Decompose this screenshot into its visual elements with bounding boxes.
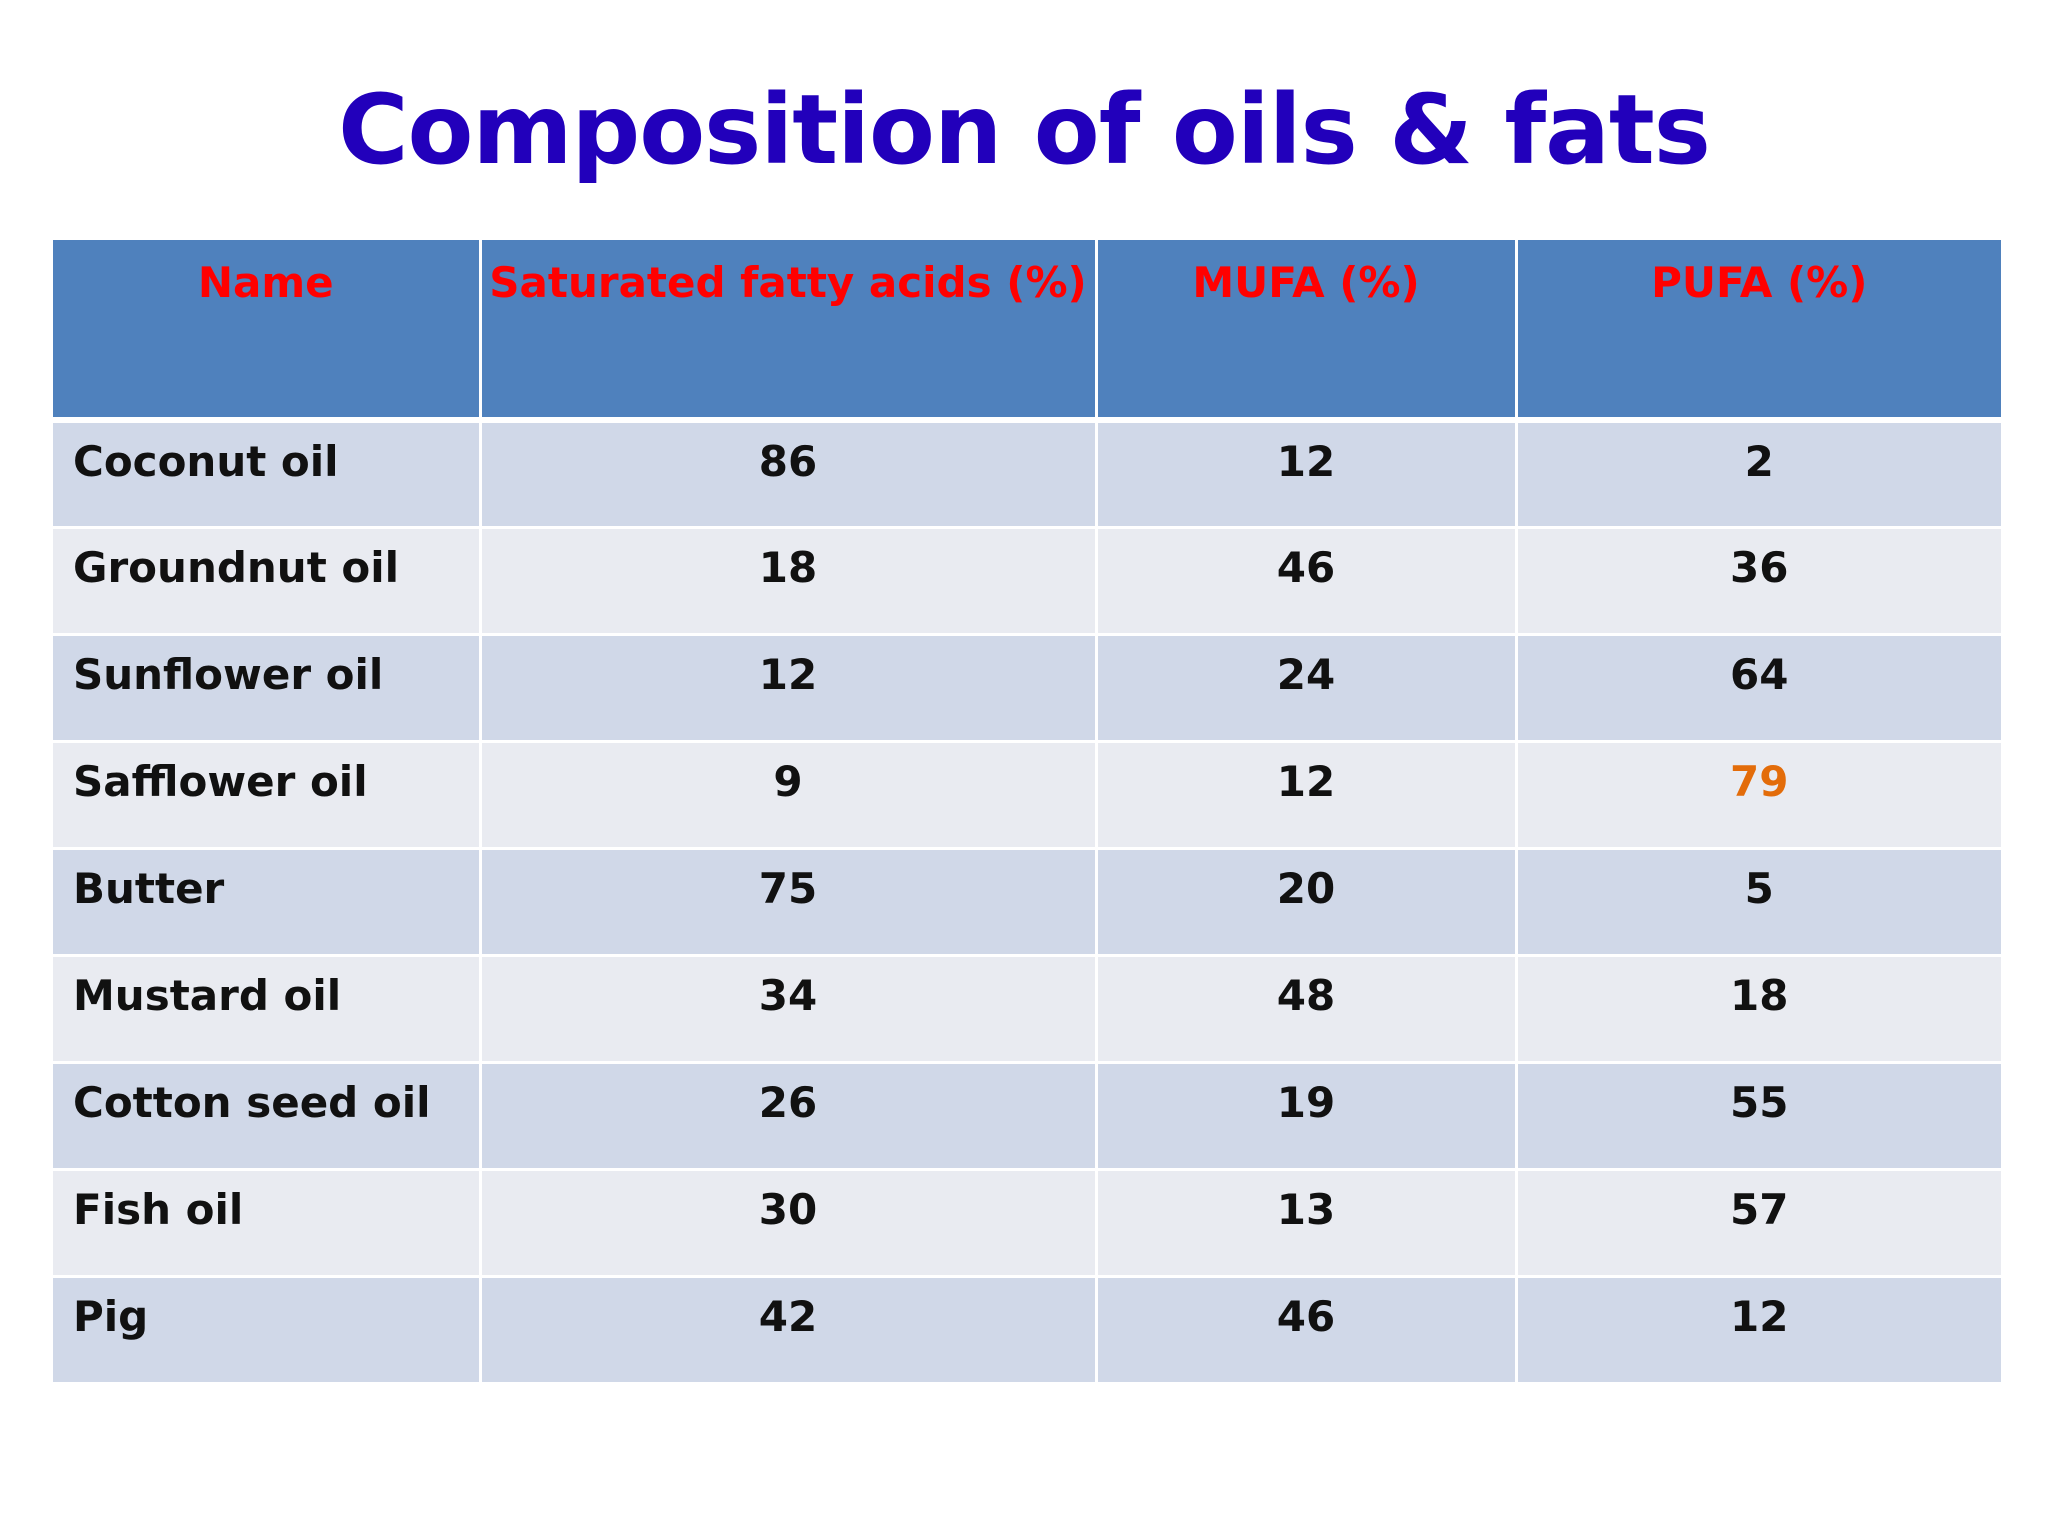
cell-name: Coconut oil (53, 420, 482, 529)
table-row: Mustard oil 34 48 18 (53, 955, 2001, 1064)
table-row: Sunflower oil 12 24 64 (53, 634, 2001, 743)
cell-name: Safflower oil (53, 741, 482, 850)
cell-name: Groundnut oil (53, 527, 482, 636)
cell-mufa: 12 (1096, 420, 1518, 529)
table-row: Groundnut oil 18 46 36 (53, 527, 2001, 636)
cell-name: Fish oil (53, 1169, 482, 1278)
cell-pufa: 2 (1516, 420, 2001, 529)
header-pufa: PUFA (%) (1516, 240, 2001, 423)
cell-pufa-highlighted: 79 (1516, 741, 2001, 850)
cell-mufa: 19 (1096, 1062, 1518, 1171)
cell-mufa: 48 (1096, 955, 1518, 1064)
cell-pufa: 5 (1516, 848, 2001, 957)
cell-name: Sunflower oil (53, 634, 482, 743)
cell-pufa: 64 (1516, 634, 2001, 743)
cell-pufa: 57 (1516, 1169, 2001, 1278)
cell-sfa: 12 (480, 634, 1098, 743)
page-title: Composition of oils & fats (338, 74, 1711, 186)
cell-sfa: 26 (480, 1062, 1098, 1171)
cell-pufa: 55 (1516, 1062, 2001, 1171)
cell-sfa: 75 (480, 848, 1098, 957)
cell-sfa: 42 (480, 1276, 1098, 1385)
cell-pufa: 36 (1516, 527, 2001, 636)
table-row: Fish oil 30 13 57 (53, 1169, 2001, 1278)
cell-mufa: 46 (1096, 527, 1518, 636)
cell-sfa: 30 (480, 1169, 1098, 1278)
header-mufa: MUFA (%) (1096, 240, 1518, 423)
table-row: Pig 42 46 12 (53, 1276, 2001, 1385)
table-row: Safflower oil 9 12 79 (53, 741, 2001, 850)
table-row: Coconut oil 86 12 2 (53, 420, 2001, 529)
cell-sfa: 86 (480, 420, 1098, 529)
table-row: Cotton seed oil 26 19 55 (53, 1062, 2001, 1171)
cell-sfa: 34 (480, 955, 1098, 1064)
table-header-row: Name Saturated fatty acids (%) MUFA (%) … (53, 240, 2001, 423)
cell-mufa: 20 (1096, 848, 1518, 957)
cell-mufa: 13 (1096, 1169, 1518, 1278)
cell-name: Butter (53, 848, 482, 957)
cell-pufa: 18 (1516, 955, 2001, 1064)
cell-sfa: 18 (480, 527, 1098, 636)
cell-name: Cotton seed oil (53, 1062, 482, 1171)
cell-sfa: 9 (480, 741, 1098, 850)
header-saturated-fatty-acids: Saturated fatty acids (%) (480, 240, 1098, 423)
cell-mufa: 46 (1096, 1276, 1518, 1385)
cell-mufa: 12 (1096, 741, 1518, 850)
table-row: Butter 75 20 5 (53, 848, 2001, 957)
cell-pufa: 12 (1516, 1276, 2001, 1385)
cell-mufa: 24 (1096, 634, 1518, 743)
composition-table: Name Saturated fatty acids (%) MUFA (%) … (53, 240, 2001, 1385)
header-name: Name (53, 240, 482, 423)
cell-name: Pig (53, 1276, 482, 1385)
cell-name: Mustard oil (53, 955, 482, 1064)
